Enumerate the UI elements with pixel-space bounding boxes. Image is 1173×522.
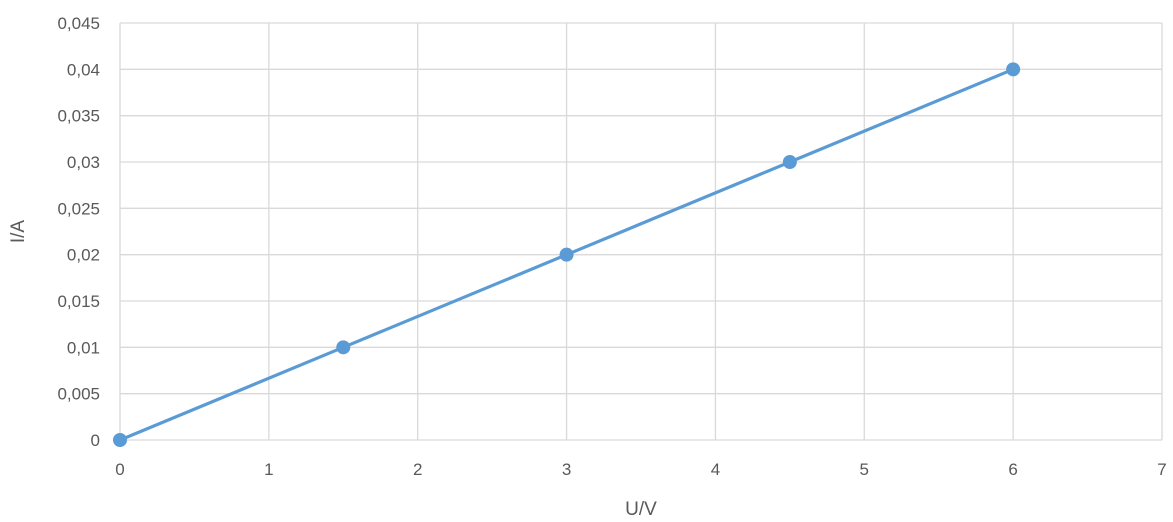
y-tick-label: 0,035: [57, 107, 100, 126]
series-layer: [113, 62, 1021, 447]
series-0: [113, 62, 1021, 447]
y-tick-label: 0,025: [57, 199, 100, 218]
x-tick-label: 2: [413, 460, 422, 479]
data-point: [782, 155, 797, 169]
data-point: [113, 433, 127, 447]
y-axis-title: I/A: [8, 220, 29, 244]
x-tick-label: 3: [562, 460, 571, 479]
y-tick-label: 0,01: [67, 338, 100, 357]
x-tick-label: 7: [1157, 460, 1166, 479]
x-tick-label: 4: [711, 460, 720, 479]
y-tick-label: 0,015: [57, 292, 100, 311]
y-tick-label: 0,03: [67, 153, 100, 172]
y-tick-label: 0,04: [67, 60, 100, 79]
data-point: [1006, 62, 1021, 77]
grid: [119, 22, 1163, 441]
y-tick-label: 0: [91, 431, 100, 450]
y-tick-label: 0,005: [57, 385, 100, 404]
data-point: [559, 247, 574, 262]
y-tick-label: 0,02: [67, 246, 100, 265]
x-tick-label: 6: [1008, 460, 1017, 479]
y-axis-ticks: 0 0,005 0,01 0,015 0,02 0,025 0,03 0,035 0,04 0,0…: [57, 14, 100, 450]
x-axis-ticks: 0 1 2 3 4 5 6 7: [115, 460, 1166, 479]
x-axis-title: U/V: [625, 499, 657, 520]
x-tick-label: 1: [264, 460, 273, 479]
x-tick-label: 5: [860, 460, 869, 479]
x-tick-label: 0: [115, 460, 124, 479]
data-point: [336, 340, 351, 355]
y-tick-label: 0,045: [57, 14, 100, 33]
